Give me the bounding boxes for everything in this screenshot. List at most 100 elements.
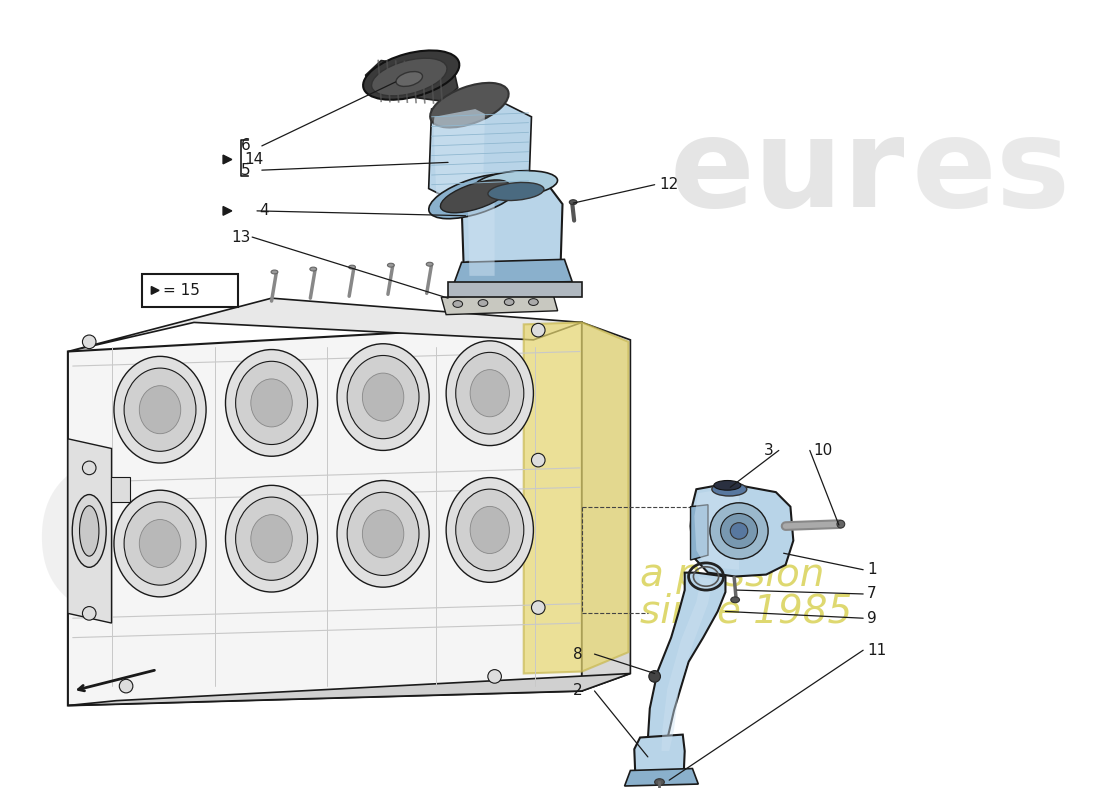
Text: 2: 2 xyxy=(573,683,583,698)
Ellipse shape xyxy=(114,356,206,463)
Text: eu: eu xyxy=(29,401,415,670)
Text: 12: 12 xyxy=(660,177,679,192)
Ellipse shape xyxy=(730,597,739,602)
FancyBboxPatch shape xyxy=(448,282,582,297)
Ellipse shape xyxy=(387,263,394,267)
Ellipse shape xyxy=(529,298,538,306)
Ellipse shape xyxy=(570,200,578,205)
Ellipse shape xyxy=(720,514,758,548)
Text: 10: 10 xyxy=(814,443,833,458)
Polygon shape xyxy=(468,186,495,276)
Circle shape xyxy=(649,670,660,682)
Ellipse shape xyxy=(114,490,206,597)
Circle shape xyxy=(82,461,96,474)
Ellipse shape xyxy=(654,778,664,786)
Text: 9: 9 xyxy=(867,610,877,626)
Text: 6: 6 xyxy=(241,138,251,154)
Polygon shape xyxy=(454,259,572,284)
Ellipse shape xyxy=(372,58,447,96)
Ellipse shape xyxy=(504,298,514,306)
Circle shape xyxy=(531,454,546,467)
Ellipse shape xyxy=(349,265,355,269)
Polygon shape xyxy=(691,505,708,560)
Ellipse shape xyxy=(430,83,508,127)
Ellipse shape xyxy=(455,352,524,434)
Circle shape xyxy=(82,335,96,349)
Polygon shape xyxy=(635,734,684,780)
Ellipse shape xyxy=(363,50,460,100)
Text: es: es xyxy=(912,111,1070,233)
Ellipse shape xyxy=(124,502,196,585)
Polygon shape xyxy=(462,185,562,282)
Ellipse shape xyxy=(447,341,534,446)
Ellipse shape xyxy=(140,386,180,434)
Ellipse shape xyxy=(714,481,741,490)
Ellipse shape xyxy=(310,267,317,271)
Ellipse shape xyxy=(251,514,293,562)
Text: 14: 14 xyxy=(244,152,264,167)
Text: = 15: = 15 xyxy=(163,283,200,298)
Ellipse shape xyxy=(337,344,429,450)
Circle shape xyxy=(82,606,96,620)
Text: 11: 11 xyxy=(867,642,887,658)
Circle shape xyxy=(531,323,546,337)
Ellipse shape xyxy=(453,301,463,307)
Polygon shape xyxy=(223,155,232,164)
Polygon shape xyxy=(582,322,630,691)
Polygon shape xyxy=(694,490,739,570)
Ellipse shape xyxy=(837,520,845,528)
Ellipse shape xyxy=(226,486,318,592)
Text: 13: 13 xyxy=(231,230,250,245)
FancyBboxPatch shape xyxy=(142,274,238,307)
Ellipse shape xyxy=(73,494,107,567)
Circle shape xyxy=(487,670,502,683)
Ellipse shape xyxy=(251,379,293,427)
Ellipse shape xyxy=(362,373,404,421)
Polygon shape xyxy=(625,769,698,786)
Ellipse shape xyxy=(348,355,419,438)
Ellipse shape xyxy=(271,270,278,274)
Ellipse shape xyxy=(474,170,558,197)
Polygon shape xyxy=(433,109,485,198)
Ellipse shape xyxy=(440,180,510,213)
Polygon shape xyxy=(365,61,458,102)
Polygon shape xyxy=(691,486,793,577)
Ellipse shape xyxy=(429,174,521,218)
Polygon shape xyxy=(223,206,232,215)
Text: 1: 1 xyxy=(867,562,877,578)
Polygon shape xyxy=(68,438,111,623)
Circle shape xyxy=(531,601,546,614)
Ellipse shape xyxy=(730,522,748,539)
Ellipse shape xyxy=(455,489,524,571)
Polygon shape xyxy=(68,674,630,706)
Ellipse shape xyxy=(478,300,487,306)
Ellipse shape xyxy=(470,370,509,417)
Polygon shape xyxy=(441,294,558,314)
Ellipse shape xyxy=(465,262,472,265)
Text: 7: 7 xyxy=(867,586,877,602)
Polygon shape xyxy=(648,573,725,759)
Polygon shape xyxy=(152,286,160,294)
Text: 8: 8 xyxy=(573,646,583,662)
Ellipse shape xyxy=(710,503,768,559)
Polygon shape xyxy=(429,98,531,208)
Polygon shape xyxy=(68,322,582,706)
Text: a passion: a passion xyxy=(640,555,825,594)
Ellipse shape xyxy=(140,519,180,567)
Ellipse shape xyxy=(470,506,509,554)
Polygon shape xyxy=(661,577,713,751)
Text: eur: eur xyxy=(669,111,904,233)
Ellipse shape xyxy=(226,350,318,456)
Ellipse shape xyxy=(712,482,747,496)
Ellipse shape xyxy=(447,478,534,582)
Ellipse shape xyxy=(488,182,544,201)
Ellipse shape xyxy=(426,262,433,266)
Polygon shape xyxy=(68,298,582,351)
Text: 4: 4 xyxy=(258,203,268,218)
Circle shape xyxy=(119,679,133,693)
Ellipse shape xyxy=(235,497,308,580)
Ellipse shape xyxy=(362,510,404,558)
Ellipse shape xyxy=(337,481,429,587)
Ellipse shape xyxy=(348,492,419,575)
Text: 5: 5 xyxy=(241,162,250,178)
